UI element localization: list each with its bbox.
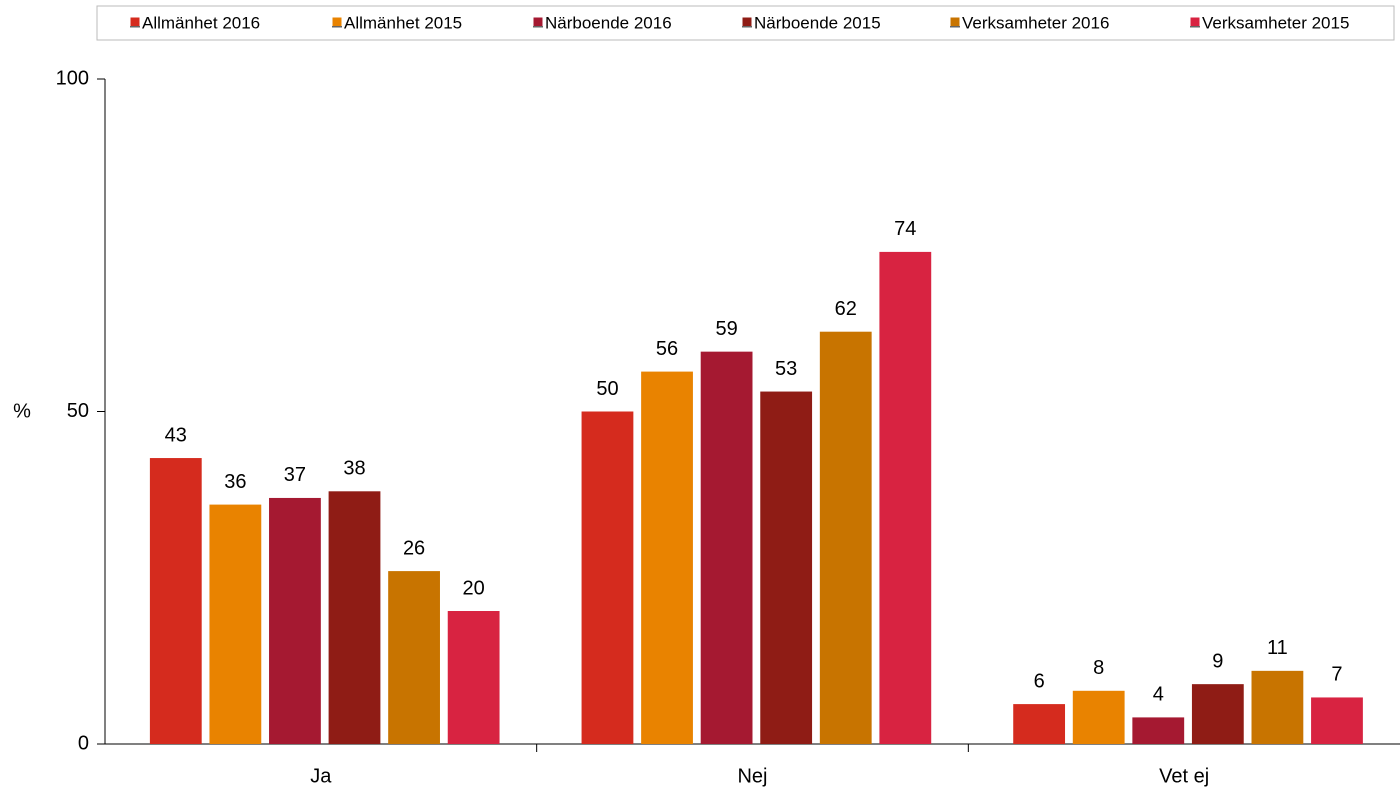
data-label: 36 (224, 471, 246, 493)
bar (760, 391, 813, 744)
data-label: 62 (835, 298, 857, 320)
bar (388, 571, 440, 744)
bar (700, 351, 753, 744)
data-label: 37 (284, 464, 306, 486)
bar (447, 611, 500, 744)
legend-swatch (331, 16, 343, 28)
legend-swatch-line (130, 26, 140, 28)
bar (879, 251, 932, 744)
legend-label: Närboende 2016 (545, 13, 672, 32)
data-label: 50 (596, 378, 618, 400)
legend-swatch-line (332, 26, 342, 28)
bar (581, 411, 634, 744)
data-label: 53 (775, 358, 797, 380)
data-label: 7 (1331, 664, 1342, 686)
data-label: 43 (165, 424, 187, 446)
data-label: 11 (1267, 637, 1288, 659)
y-tick-label: 0 (78, 732, 89, 754)
legend-swatch-line (1190, 26, 1200, 28)
legend-swatch (949, 16, 961, 28)
data-label: 8 (1093, 657, 1104, 679)
x-tick-label: Vet ej (1159, 765, 1209, 787)
data-label: 38 (343, 458, 365, 480)
data-label: 74 (894, 218, 916, 240)
legend-label: Allmänhet 2015 (344, 13, 462, 32)
legend-swatch-line (533, 26, 543, 28)
bar (1132, 717, 1185, 744)
data-label: 26 (403, 537, 425, 559)
bar (641, 371, 693, 744)
legend-swatch (532, 16, 544, 28)
data-label: 9 (1212, 650, 1223, 672)
bar (1251, 670, 1304, 744)
legend-label: Verksamheter 2015 (1202, 13, 1349, 32)
data-label: 6 (1034, 670, 1045, 692)
x-tick-label: Nej (737, 765, 767, 787)
bar (209, 504, 262, 744)
data-label: 20 (463, 577, 485, 599)
legend-label: Närboende 2015 (754, 13, 881, 32)
legend-swatch (1189, 16, 1201, 28)
y-axis-label: % (13, 400, 31, 422)
legend-swatch-line (950, 26, 960, 28)
bar (1191, 684, 1244, 744)
bar (149, 458, 202, 744)
legend-swatch (129, 16, 141, 28)
y-tick-label: 50 (67, 400, 89, 422)
legend-label: Verksamheter 2016 (962, 13, 1109, 32)
data-label: 59 (715, 318, 737, 340)
data-label: 4 (1153, 684, 1164, 706)
y-tick-label: 100 (56, 67, 89, 89)
bar (1013, 704, 1066, 744)
data-label: 56 (656, 338, 678, 360)
bar (1311, 697, 1363, 744)
bar (269, 497, 321, 744)
legend-swatch-line (742, 26, 752, 28)
bar (819, 331, 872, 744)
bar (1072, 690, 1125, 744)
legend-label: Allmänhet 2016 (142, 13, 260, 32)
x-tick-label: Ja (310, 765, 332, 787)
legend-swatch (741, 16, 753, 28)
legend: Allmänhet 2016 Allmänhet 2015 Närboende 20… (129, 13, 1349, 32)
bar (328, 491, 381, 744)
